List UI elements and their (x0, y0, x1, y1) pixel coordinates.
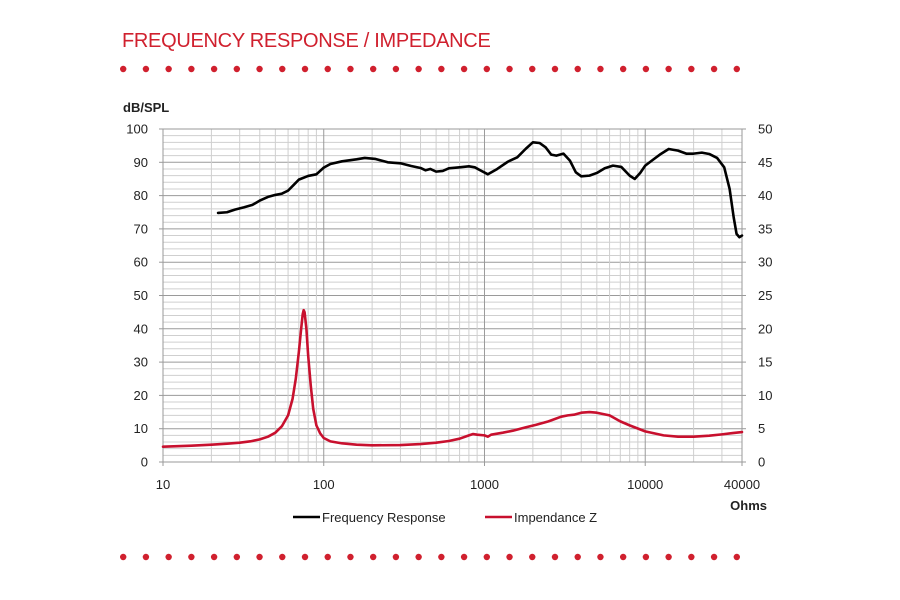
y-tick-label-left: 100 (126, 122, 148, 137)
y-tick-label-right: 15 (758, 355, 772, 370)
y-tick-label-left: 90 (134, 155, 148, 170)
divider-dot (710, 553, 718, 561)
divider-dot (665, 553, 672, 561)
x-tick-label: 100 (313, 477, 335, 492)
divider-dot (120, 65, 127, 73)
divider-dot (233, 553, 241, 561)
chart-legend: Frequency Response Impendance Z (293, 510, 597, 525)
divider-dot (324, 553, 331, 561)
divider-dot (460, 65, 468, 73)
divider-dot (415, 65, 422, 73)
divider-dot (733, 553, 740, 561)
y-tick-label-left: 70 (134, 221, 148, 236)
divider-dot (392, 65, 400, 73)
divider-dot (210, 553, 218, 561)
divider-dot (256, 553, 263, 561)
divider-dot (642, 65, 650, 73)
chart-grid (163, 129, 742, 462)
divider-dot (120, 553, 127, 561)
divider-dot (347, 65, 354, 73)
y-tick-label-right: 40 (758, 188, 772, 203)
y-tick-label-left: 20 (134, 388, 148, 403)
divider-dot (301, 553, 309, 561)
divider-dot (188, 553, 195, 561)
y-tick-label-left: 40 (134, 321, 148, 336)
divider-dot (438, 65, 445, 73)
y-tick-label-right: 5 (758, 421, 765, 436)
y-tick-label-left: 60 (134, 255, 148, 270)
divider-dot (529, 553, 536, 561)
divider-dot (483, 65, 491, 73)
x-tick-label: 1000 (470, 477, 499, 492)
divider-dot (460, 553, 468, 561)
legend-label-frequency-response: Frequency Response (322, 510, 446, 525)
divider-dot (165, 553, 172, 561)
divider-dot (256, 65, 263, 73)
y-tick-label-left: 30 (134, 355, 148, 370)
y-tick-label-right: 35 (758, 221, 772, 236)
divider-dot (597, 553, 604, 561)
x-tick-label: 40000 (724, 477, 760, 492)
divider-dot (574, 553, 581, 561)
divider-dot (324, 65, 331, 73)
divider-dot (665, 65, 672, 73)
divider-dot (301, 65, 309, 73)
divider-dot (392, 553, 400, 561)
divider-dot (574, 65, 581, 73)
series-line-impedance (161, 308, 744, 448)
divider-dot (142, 65, 150, 73)
divider-dot (551, 65, 559, 73)
divider-dot (597, 65, 604, 73)
divider-dot (369, 553, 377, 561)
divider-dot (142, 553, 150, 561)
x-tick-label: 10 (156, 477, 170, 492)
divider-dot (188, 65, 195, 73)
x-axis-unit-label: Ohms (730, 498, 767, 513)
dotted-divider-bottom (120, 553, 740, 561)
axis-ticks: 0102030405060708090100051015202530354045… (126, 122, 772, 493)
divider-dot (619, 65, 627, 73)
divider-dot (642, 553, 650, 561)
divider-dot (551, 553, 559, 561)
y-tick-label-left: 80 (134, 188, 148, 203)
chart-heading: FREQUENCY RESPONSE / IMPEDANCE (122, 30, 491, 52)
divider-dot (710, 65, 718, 73)
y-tick-label-right: 50 (758, 122, 772, 137)
divider-dot (506, 65, 513, 73)
y-tick-label-left: 50 (134, 288, 148, 303)
y-tick-label-left: 0 (141, 455, 148, 470)
y-tick-label-right: 10 (758, 388, 772, 403)
divider-dot (347, 553, 354, 561)
divider-dot (688, 553, 695, 561)
divider-dot (483, 553, 491, 561)
series-line-frequency-response (216, 141, 744, 239)
y-tick-label-right: 45 (758, 155, 772, 170)
divider-dot (279, 65, 286, 73)
divider-dot (506, 553, 513, 561)
divider-dot (529, 65, 536, 73)
divider-dot (619, 553, 627, 561)
divider-dot (688, 65, 695, 73)
y-axis-title: dB/SPL (123, 100, 169, 115)
y-tick-label-right: 0 (758, 455, 765, 470)
y-tick-label-right: 20 (758, 321, 772, 336)
divider-dot (165, 65, 172, 73)
divider-dot (733, 65, 740, 73)
x-tick-label: 10000 (627, 477, 663, 492)
y-tick-label-left: 10 (134, 421, 148, 436)
legend-label-impedance: Impendance Z (514, 510, 597, 525)
divider-dot (438, 553, 445, 561)
divider-dot (210, 65, 218, 73)
divider-dot (415, 553, 422, 561)
divider-dot (369, 65, 377, 73)
dotted-divider-top (120, 65, 740, 73)
y-tick-label-right: 25 (758, 288, 772, 303)
divider-dot (233, 65, 241, 73)
divider-dot (279, 553, 286, 561)
chart-series (161, 141, 744, 448)
y-tick-label-right: 30 (758, 255, 772, 270)
